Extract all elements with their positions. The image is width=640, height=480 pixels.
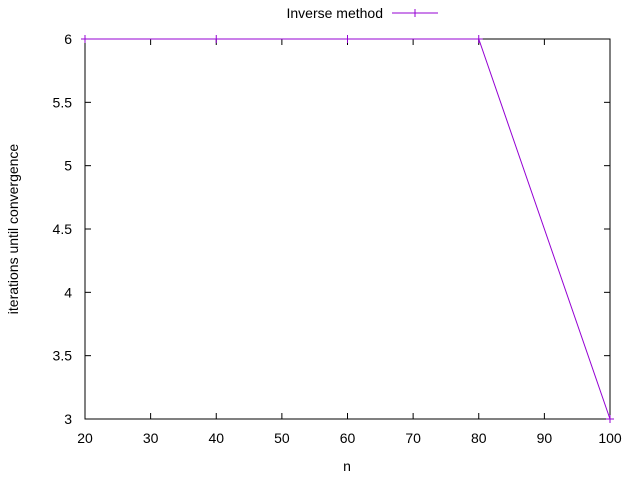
plot-frame xyxy=(84,38,611,420)
ticks xyxy=(84,38,611,420)
y-tick-label: 3 xyxy=(64,411,72,427)
data-point xyxy=(474,35,483,43)
data-point xyxy=(606,415,614,423)
x-tick-label: 40 xyxy=(208,430,224,446)
series-line xyxy=(85,38,611,420)
x-tick-label: 60 xyxy=(340,430,356,446)
y-tick-label: 4.5 xyxy=(53,221,73,237)
y-tick-label: 5 xyxy=(64,158,72,174)
x-tick-label: 80 xyxy=(471,430,487,446)
data-point xyxy=(343,35,352,43)
legend-label: Inverse method xyxy=(287,5,384,21)
y-axis-label: iterations until convergence xyxy=(5,144,21,315)
legend: Inverse method xyxy=(287,5,438,21)
tick-labels: 20 30 40 50 60 70 80 90 100 3 3.5 4 4.5 5 5.5 6 xyxy=(53,31,622,446)
data-point xyxy=(81,35,89,43)
x-tick-label: 100 xyxy=(598,430,622,446)
x-tick-label: 30 xyxy=(143,430,159,446)
x-axis-label: n xyxy=(343,458,351,474)
x-tick-label: 50 xyxy=(274,430,290,446)
data-point xyxy=(212,35,221,43)
series-layer xyxy=(81,35,614,423)
y-tick-label: 6 xyxy=(64,31,72,47)
y-tick-label: 3.5 xyxy=(53,348,73,364)
x-tick-label: 20 xyxy=(77,430,93,446)
y-tick-label: 4 xyxy=(64,284,72,300)
y-tick-label: 5.5 xyxy=(53,94,73,110)
x-tick-label: 90 xyxy=(537,430,553,446)
x-tick-label: 70 xyxy=(405,430,421,446)
